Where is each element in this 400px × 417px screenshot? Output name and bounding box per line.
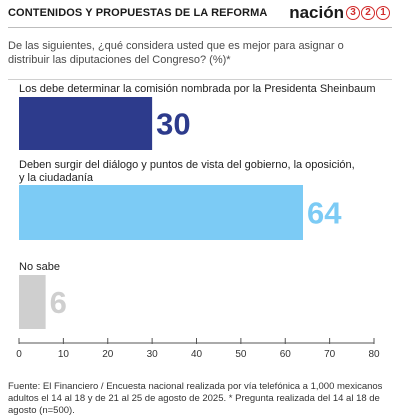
survey-question: De las siguientes, ¿qué considera usted … — [8, 40, 344, 66]
brand-digit-1: 3 — [346, 6, 360, 20]
bar-value-label: 64 — [307, 196, 342, 231]
x-tick-label: 20 — [102, 349, 114, 360]
header-divider — [8, 27, 392, 28]
brand-logo: nación 3 2 1 — [289, 2, 390, 24]
x-tick-label: 40 — [191, 349, 203, 360]
x-tick-label: 70 — [324, 349, 336, 360]
x-axis: 0 10 20 30 40 50 60 70 80 — [16, 338, 380, 360]
header: CONTENIDOS Y PROPUESTAS DE LA REFORMA na… — [0, 0, 400, 30]
x-tick-label: 30 — [147, 349, 159, 360]
bar — [19, 275, 46, 329]
brand-digit-2: 2 — [361, 6, 375, 20]
bar — [19, 185, 303, 240]
x-tick-label: 60 — [280, 349, 292, 360]
header-title: CONTENIDOS Y PROPUESTAS DE LA REFORMA — [8, 7, 268, 19]
brand-digit-3: 1 — [376, 6, 390, 20]
bar-category-label: Los debe determinar la comisión nombrada… — [19, 83, 376, 95]
source-footnote: Fuente: El Financiero / Encuesta naciona… — [8, 381, 383, 416]
bar-category-label: y la ciudadanía — [19, 172, 94, 184]
bar-value-label: 6 — [50, 285, 67, 320]
bar-category-label: Deben surgir del diálogo y puntos de vis… — [19, 159, 355, 171]
bar — [19, 97, 153, 150]
x-tick-label: 10 — [58, 349, 70, 360]
x-tick-label: 50 — [235, 349, 247, 360]
bar-category-label: No sabe — [19, 261, 60, 273]
question-divider — [8, 79, 392, 80]
brand-word: nación — [289, 3, 344, 22]
x-tick-label: 0 — [16, 349, 22, 360]
bars-layer: Los debe determinar la comisión nombrada… — [19, 83, 376, 329]
bar-value-label: 30 — [156, 107, 190, 142]
x-tick-label: 80 — [368, 349, 380, 360]
